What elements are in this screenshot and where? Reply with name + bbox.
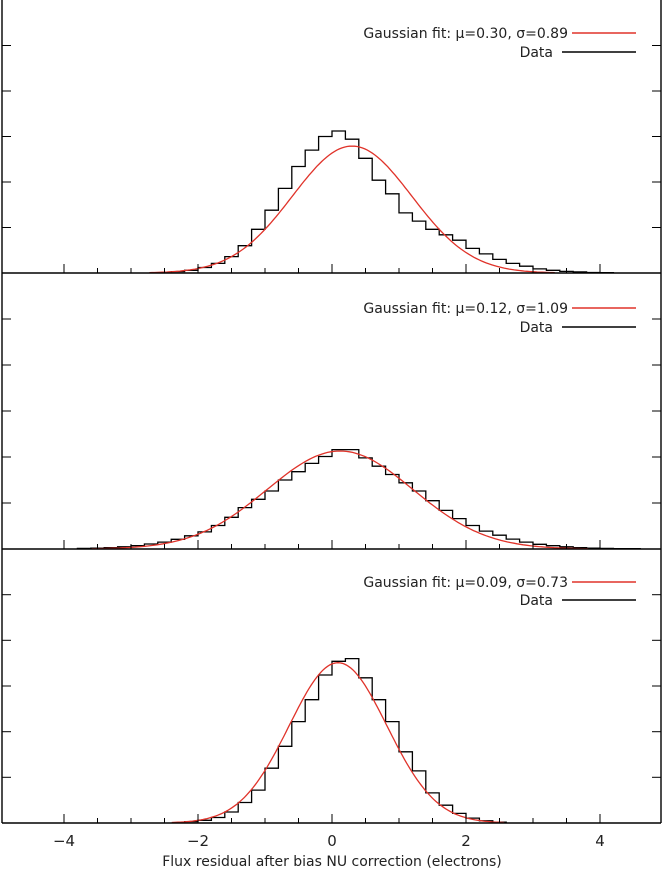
panel-1-legend-fit-label: Gaussian fit: μ=0.30, σ=0.89 (363, 26, 568, 42)
panel-2-legend-fit-label: Gaussian fit: μ=0.12, σ=1.09 (363, 301, 568, 317)
x-tick-label: 4 (595, 832, 605, 850)
x-axis-label: Flux residual after bias NU correction (… (162, 854, 502, 870)
panel-1-gaussian-fit-curve (149, 145, 555, 274)
panel-2-data-histogram (76, 448, 641, 550)
y-ticks (2, 45, 661, 778)
x-tick-label: 2 (461, 832, 471, 850)
panel-3-legend-fit-label: Gaussian fit: μ=0.09, σ=0.73 (363, 575, 568, 591)
x-tick-label: 0 (327, 832, 337, 850)
panel-3: Gaussian fit: μ=0.09, σ=0.73 Data (171, 575, 636, 824)
x-tick-label: −4 (53, 832, 75, 850)
axes-frame (1, 0, 662, 824)
panel-2-legend-data-label: Data (520, 320, 553, 336)
panel-3-data-histogram (183, 657, 507, 823)
panel-2-legend: Gaussian fit: μ=0.12, σ=1.09 Data (363, 301, 636, 336)
panel-1-legend: Gaussian fit: μ=0.30, σ=0.89 Data (363, 26, 636, 61)
panel-1-data-histogram (170, 130, 615, 274)
panel-3-legend: Gaussian fit: μ=0.09, σ=0.73 Data (363, 575, 636, 609)
panel-1: Gaussian fit: μ=0.30, σ=0.89 Data (149, 26, 636, 274)
x-ticks (63, 264, 601, 823)
panel-2: Gaussian fit: μ=0.12, σ=1.09 Data (76, 301, 641, 550)
panel-3-legend-data-label: Data (520, 593, 553, 609)
panel-2-gaussian-fit-curve (91, 450, 589, 550)
panel-3-gaussian-fit-curve (171, 662, 505, 824)
x-tick-labels: −4 −2 0 2 4 (53, 832, 605, 850)
x-tick-label: −2 (187, 832, 209, 850)
panel-1-legend-data-label: Data (520, 45, 553, 61)
